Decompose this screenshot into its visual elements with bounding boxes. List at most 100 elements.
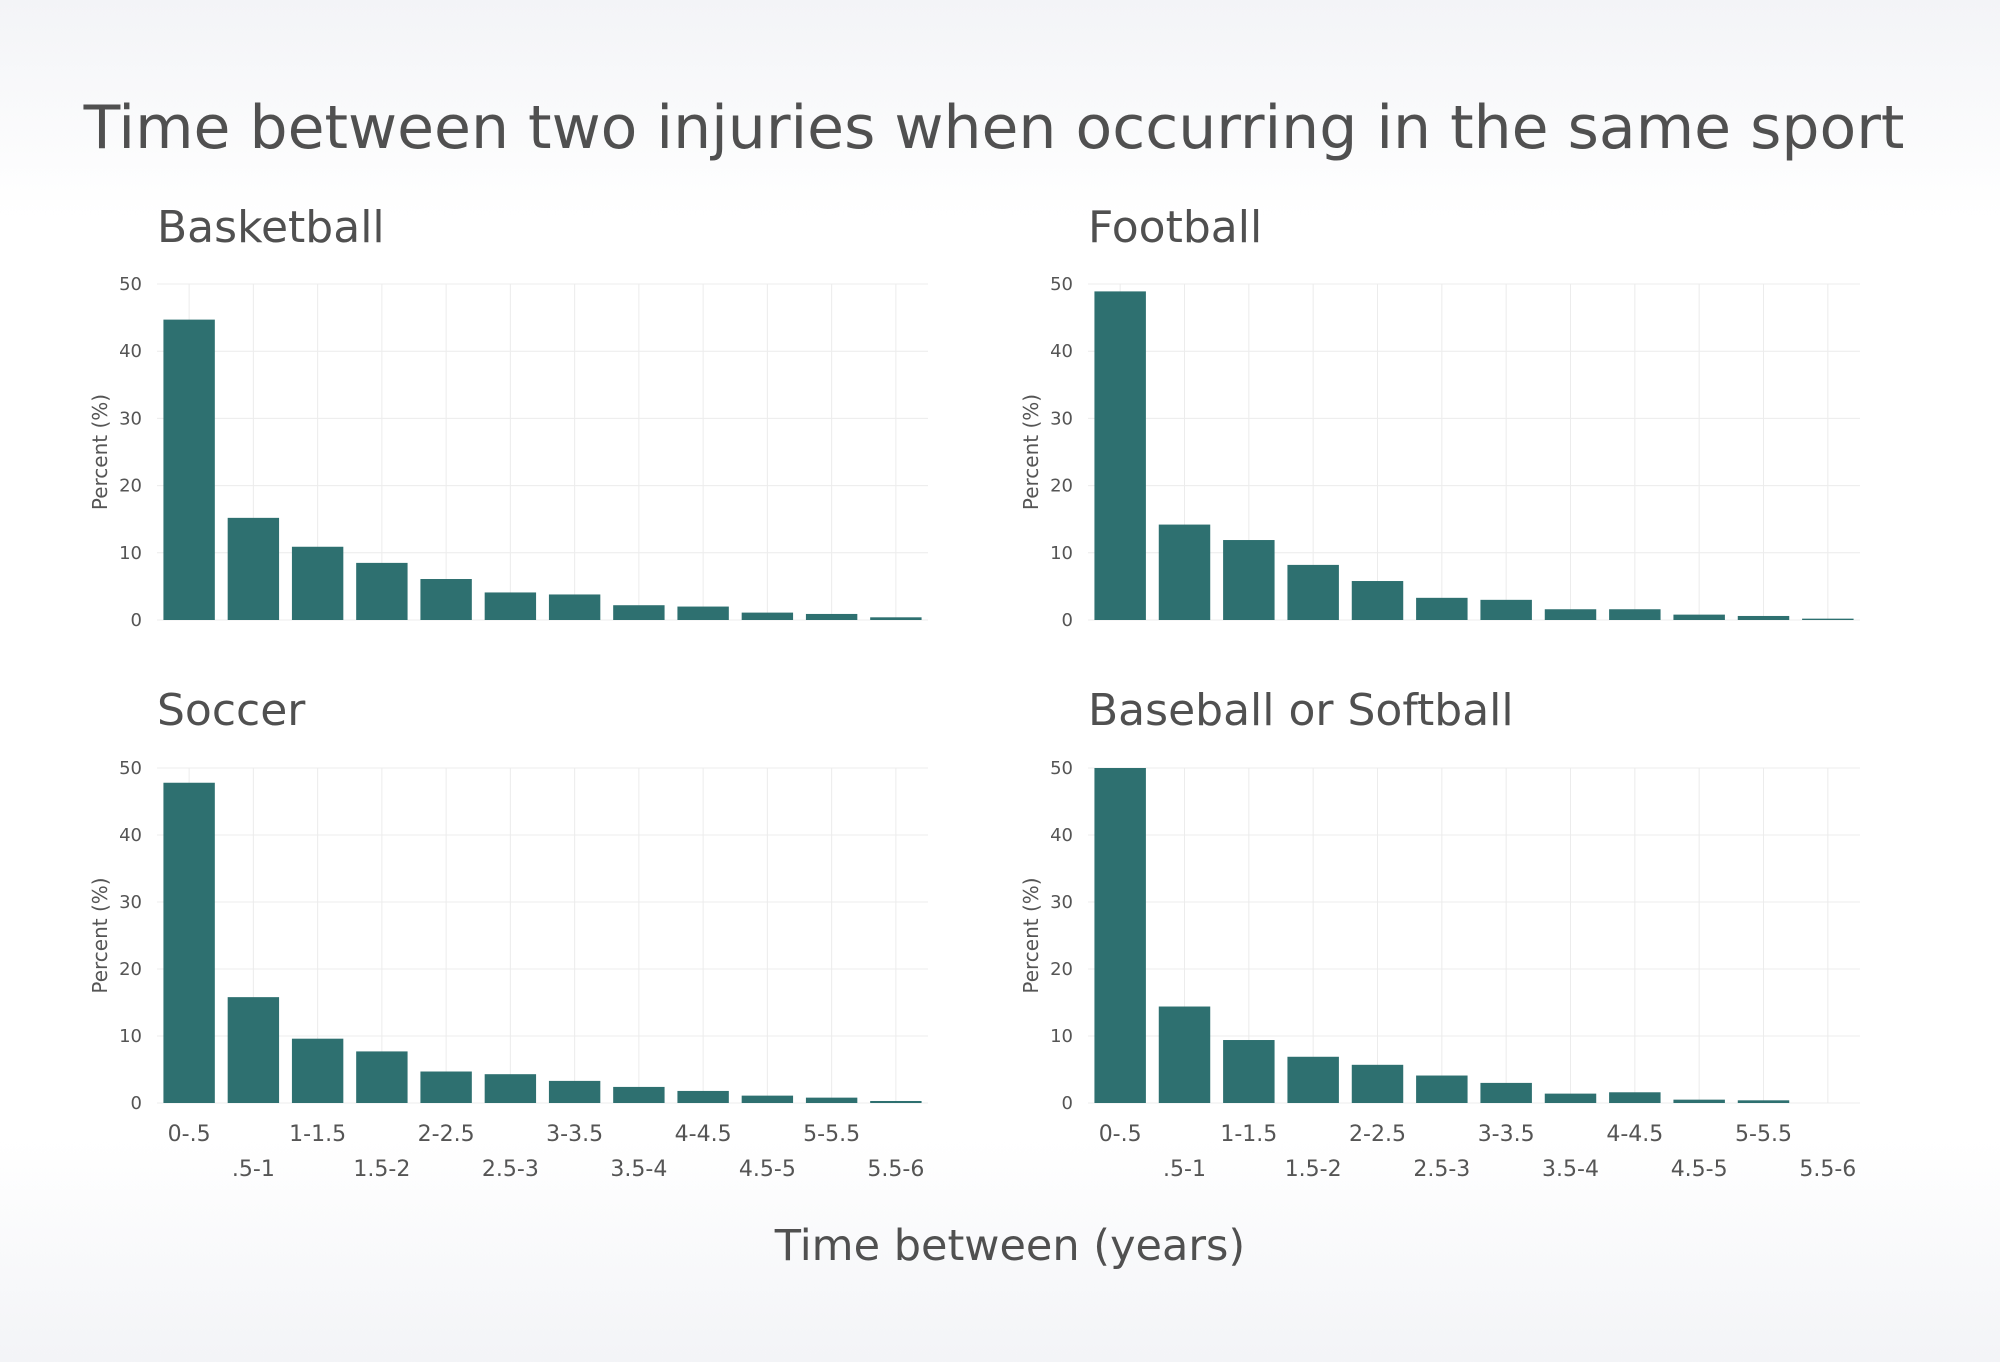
y-tick-label: 20 xyxy=(1050,476,1073,497)
bar xyxy=(163,782,215,1103)
panel-2: Soccer 0 10 20 30 40 50 Percent (%) 0-.5 .5-1 1-1.… xyxy=(88,685,928,1182)
panel-0: Basketball 0 10 20 30 40 50 Percent (%) xyxy=(88,202,928,631)
bar xyxy=(1287,1056,1339,1103)
bar xyxy=(1223,540,1275,620)
x-tick-label: 0-.5 xyxy=(168,1122,211,1147)
bar xyxy=(420,1071,472,1103)
bar xyxy=(1223,1040,1275,1103)
y-tick-label: 50 xyxy=(119,274,142,295)
bar xyxy=(1480,1082,1532,1103)
y-tick-label: 40 xyxy=(119,341,142,362)
x-tick-label: 4-4.5 xyxy=(1606,1122,1663,1147)
y-axis-label: Percent (%) xyxy=(1019,877,1043,993)
bar xyxy=(163,319,215,620)
y-axis-label: Percent (%) xyxy=(1019,394,1043,510)
bar xyxy=(1737,1100,1790,1103)
y-tick-label: 10 xyxy=(119,543,142,564)
bar xyxy=(613,1086,665,1103)
bar xyxy=(1673,1099,1725,1103)
bar xyxy=(1094,291,1146,620)
bar xyxy=(291,546,344,620)
bar xyxy=(548,594,601,620)
bar xyxy=(484,1074,537,1103)
y-tick-label: 40 xyxy=(1050,341,1073,362)
x-tick-label: 2-2.5 xyxy=(1349,1122,1406,1147)
bar xyxy=(1094,768,1146,1103)
bar xyxy=(1609,609,1661,620)
bar xyxy=(484,592,537,620)
x-tick-label: 5.5-6 xyxy=(867,1157,924,1182)
x-tick-label: 1.5-2 xyxy=(1285,1157,1342,1182)
x-tick-label: 3-3.5 xyxy=(546,1122,603,1147)
bar xyxy=(1673,614,1725,620)
bar xyxy=(1544,1093,1597,1103)
y-axis-label: Percent (%) xyxy=(88,394,112,510)
bar xyxy=(420,579,472,620)
y-tick-label: 50 xyxy=(1050,274,1073,295)
y-tick-label: 30 xyxy=(1050,408,1073,429)
bar xyxy=(805,1097,858,1103)
bar xyxy=(1480,599,1532,620)
bar xyxy=(1158,524,1211,620)
y-tick-label: 0 xyxy=(1062,610,1073,631)
y-tick-label: 50 xyxy=(119,758,142,779)
panel-title: Basketball xyxy=(157,202,385,253)
panel-1: Football 0 10 20 30 40 50 Percent (%) xyxy=(1019,202,1860,631)
panel-title: Baseball or Softball xyxy=(1088,685,1514,736)
bar xyxy=(291,1038,344,1103)
bar xyxy=(1351,1064,1404,1103)
x-tick-label: 2.5-3 xyxy=(1413,1157,1470,1182)
y-tick-label: 0 xyxy=(1062,1093,1073,1114)
y-tick-label: 40 xyxy=(119,825,142,846)
bar xyxy=(1416,1075,1468,1103)
bar xyxy=(870,1100,922,1103)
x-tick-label: 4.5-5 xyxy=(739,1157,796,1182)
figure-xlabel: Time between (years) xyxy=(774,1221,1245,1271)
x-tick-label: .5-1 xyxy=(232,1157,275,1182)
x-tick-label: 3.5-4 xyxy=(1542,1157,1599,1182)
y-tick-label: 10 xyxy=(1050,1026,1073,1047)
y-tick-label: 20 xyxy=(119,959,142,980)
x-tick-label: .5-1 xyxy=(1163,1157,1206,1182)
bar xyxy=(548,1080,601,1103)
bar xyxy=(1416,597,1468,620)
x-tick-label: 0-.5 xyxy=(1099,1122,1142,1147)
x-tick-label: 1-1.5 xyxy=(1220,1122,1277,1147)
bar xyxy=(227,517,280,620)
y-tick-label: 0 xyxy=(131,610,142,631)
x-tick-label: 5-5.5 xyxy=(1735,1122,1792,1147)
panel-title: Soccer xyxy=(157,685,306,736)
bar xyxy=(1802,618,1854,620)
x-tick-label: 5.5-6 xyxy=(1799,1157,1856,1182)
x-tick-label: 5-5.5 xyxy=(803,1122,860,1147)
x-tick-label: 2-2.5 xyxy=(418,1122,475,1147)
y-tick-label: 10 xyxy=(1050,543,1073,564)
x-tick-label: 1-1.5 xyxy=(289,1122,346,1147)
x-tick-label: 4-4.5 xyxy=(675,1122,732,1147)
x-tick-label: 2.5-3 xyxy=(482,1157,539,1182)
figure-title: Time between two injuries when occurring… xyxy=(83,93,1905,163)
bar xyxy=(613,605,665,620)
panel-title: Football xyxy=(1088,202,1262,253)
bar xyxy=(1158,1006,1211,1103)
bar xyxy=(356,562,408,620)
y-tick-label: 30 xyxy=(1050,892,1073,913)
bar xyxy=(1544,609,1597,620)
y-tick-label: 40 xyxy=(1050,825,1073,846)
bar xyxy=(677,606,729,620)
bar xyxy=(805,613,858,620)
bar xyxy=(1351,581,1404,620)
y-tick-label: 0 xyxy=(131,1093,142,1114)
bar xyxy=(356,1051,408,1103)
bar xyxy=(741,612,794,620)
y-tick-label: 30 xyxy=(119,892,142,913)
bar xyxy=(1737,615,1790,620)
panel-3: Baseball or Softball 0 10 20 30 40 50 Percent (… xyxy=(1019,685,1860,1182)
bar xyxy=(227,997,280,1103)
bar xyxy=(741,1095,794,1103)
bar xyxy=(870,617,922,620)
bar xyxy=(1609,1092,1661,1103)
